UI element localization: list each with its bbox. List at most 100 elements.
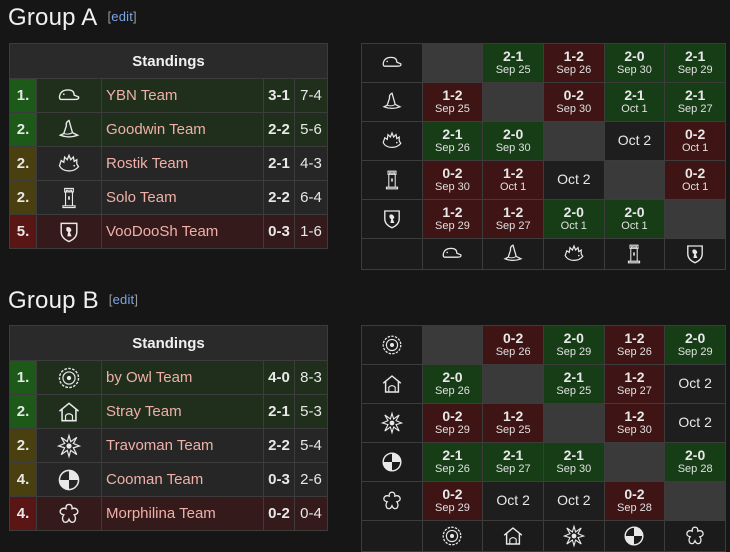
match-result-cell[interactable]: 1-2 Sep 27 bbox=[603, 364, 666, 404]
match-score: 2-0 bbox=[624, 204, 645, 220]
edit-link[interactable]: edit bbox=[111, 9, 134, 24]
match-date: Sep 26 bbox=[435, 463, 470, 475]
match-result-cell[interactable]: 1-2 Sep 26 bbox=[542, 43, 605, 83]
splat-icon bbox=[380, 411, 404, 435]
match-result-cell[interactable]: 0-2 Oct 1 bbox=[664, 160, 726, 200]
edit-link[interactable]: edit bbox=[112, 292, 135, 307]
match-result-cell[interactable]: 2-1 Sep 26 bbox=[421, 121, 484, 161]
match-result-cell[interactable]: 1-2 Sep 30 bbox=[603, 403, 666, 443]
match-score: 0-2 bbox=[442, 486, 463, 502]
team-map-score: 5-3 bbox=[294, 394, 328, 429]
crosstable-col-logo bbox=[482, 520, 544, 552]
match-result-cell[interactable]: 0-2 Sep 28 bbox=[603, 481, 666, 521]
match-date: Sep 29 bbox=[677, 64, 713, 76]
match-date: Sep 28 bbox=[617, 502, 652, 514]
standings-row: 1. YBN Team 3-1 7-4 bbox=[9, 78, 328, 113]
match-date: Sep 30 bbox=[617, 424, 652, 436]
match-result-cell[interactable]: 2-1 Sep 26 bbox=[421, 442, 484, 482]
match-result-cell[interactable]: 1-2 Oct 1 bbox=[482, 160, 544, 200]
team-map-score: 7-4 bbox=[294, 78, 328, 113]
match-result-cell[interactable]: 2-1 Oct 1 bbox=[603, 82, 666, 122]
match-score: 1-2 bbox=[624, 408, 645, 424]
crosstable-col-logo bbox=[542, 238, 605, 270]
match-result-cell[interactable]: 2-1 Sep 25 bbox=[482, 43, 544, 83]
gear-badge-icon bbox=[58, 367, 80, 388]
crosstable-corner bbox=[361, 238, 423, 270]
match-result-cell[interactable]: 2-0 Sep 29 bbox=[664, 325, 726, 365]
match-date: Oct 2 bbox=[678, 414, 712, 430]
team-name[interactable]: Solo Team bbox=[101, 180, 264, 215]
match-date: Sep 26 bbox=[617, 346, 652, 358]
match-score: 2-0 bbox=[442, 369, 463, 385]
match-date: Sep 25 bbox=[556, 385, 592, 397]
team-rank: 2. bbox=[9, 146, 37, 181]
team-name[interactable]: Stray Team bbox=[101, 394, 264, 429]
team-map-score: 5-6 bbox=[294, 112, 328, 147]
match-date: Sep 26 bbox=[435, 142, 470, 154]
match-result-cell[interactable]: 0-2 Sep 26 bbox=[482, 325, 544, 365]
match-result-cell[interactable]: 2-1 Sep 30 bbox=[542, 442, 605, 482]
team-name[interactable]: by Owl Team bbox=[101, 360, 264, 395]
match-result-cell[interactable]: 0-2 Oct 1 bbox=[664, 121, 726, 161]
scheduled-match-cell[interactable]: Oct 2 bbox=[542, 160, 605, 200]
team-record: 2-1 bbox=[263, 394, 295, 429]
team-record: 2-1 bbox=[263, 146, 295, 181]
splat-icon bbox=[56, 432, 82, 459]
team-name[interactable]: Cooman Team bbox=[101, 462, 264, 497]
match-result-cell[interactable]: 2-0 Sep 30 bbox=[603, 43, 666, 83]
match-result-cell[interactable]: 0-2 Sep 29 bbox=[421, 403, 484, 443]
match-date: Sep 29 bbox=[556, 346, 592, 358]
match-result-cell[interactable]: 1-2 Sep 25 bbox=[482, 403, 544, 443]
match-result-cell[interactable]: 1-2 Sep 26 bbox=[603, 325, 666, 365]
scheduled-match-cell[interactable]: Oct 2 bbox=[664, 364, 726, 404]
team-logo bbox=[36, 496, 102, 531]
match-date: Sep 26 bbox=[556, 64, 592, 76]
match-result-cell[interactable]: 0-2 Sep 29 bbox=[421, 481, 484, 521]
team-name[interactable]: Morphilina Team bbox=[101, 496, 264, 531]
match-date: Oct 2 bbox=[496, 492, 530, 508]
team-name[interactable]: Travoman Team bbox=[101, 428, 264, 463]
match-result-cell[interactable]: 2-1 Sep 25 bbox=[542, 364, 605, 404]
match-result-cell[interactable]: 2-0 Oct 1 bbox=[542, 199, 605, 239]
match-score: 0-2 bbox=[442, 408, 463, 424]
match-score: 0-2 bbox=[685, 126, 706, 142]
crosstable-row-logo bbox=[361, 160, 423, 200]
scheduled-match-cell[interactable]: Oct 2 bbox=[482, 481, 544, 521]
match-result-cell[interactable]: 2-1 Sep 27 bbox=[664, 82, 726, 122]
team-name[interactable]: VooDooSh Team bbox=[101, 214, 264, 249]
splat-icon bbox=[562, 524, 586, 548]
match-date: Sep 30 bbox=[617, 64, 652, 76]
scheduled-match-cell[interactable]: Oct 2 bbox=[664, 403, 726, 443]
scheduled-match-cell[interactable]: Oct 2 bbox=[603, 121, 666, 161]
match-result-cell[interactable]: 0-2 Sep 30 bbox=[542, 82, 605, 122]
match-result-cell[interactable]: 2-1 Sep 27 bbox=[482, 442, 544, 482]
gear-badge-icon bbox=[443, 526, 462, 546]
team-rank: 2. bbox=[9, 394, 37, 429]
match-result-cell[interactable]: 0-2 Sep 30 bbox=[421, 160, 484, 200]
match-date: Sep 27 bbox=[617, 385, 652, 397]
match-result-cell[interactable]: 2-0 Sep 28 bbox=[664, 442, 726, 482]
match-result-cell[interactable]: 2-0 Sep 30 bbox=[482, 121, 544, 161]
team-name[interactable]: Goodwin Team bbox=[101, 112, 264, 147]
match-result-cell[interactable]: 2-0 Sep 29 bbox=[542, 325, 605, 365]
match-result-cell[interactable]: 2-0 Sep 26 bbox=[421, 364, 484, 404]
match-result-cell[interactable]: 1-2 Sep 25 bbox=[421, 82, 484, 122]
match-date: Oct 1 bbox=[681, 181, 709, 193]
match-date: Sep 30 bbox=[495, 142, 531, 154]
team-rank: 2. bbox=[9, 112, 37, 147]
team-logo bbox=[36, 462, 102, 497]
scheduled-match-cell[interactable]: Oct 2 bbox=[542, 481, 605, 521]
team-name[interactable]: Rostik Team bbox=[101, 146, 264, 181]
tower-icon bbox=[62, 187, 76, 208]
match-result-cell[interactable]: 1-2 Sep 29 bbox=[421, 199, 484, 239]
match-result-cell[interactable]: 2-1 Sep 29 bbox=[664, 43, 726, 83]
tower-icon bbox=[385, 170, 398, 190]
team-name[interactable]: YBN Team bbox=[101, 78, 264, 113]
match-result-cell[interactable]: 1-2 Sep 27 bbox=[482, 199, 544, 239]
crosstable-col-logo bbox=[421, 520, 484, 552]
match-result-cell[interactable]: 2-0 Oct 1 bbox=[603, 199, 666, 239]
crosstable-row: 0-2 Sep 26 2-0 Sep 29 1-2 Sep 26 2-0 Sep 29 bbox=[361, 325, 726, 365]
team-rank: 5. bbox=[9, 214, 37, 249]
match-score: 2-0 bbox=[563, 204, 584, 220]
crosstable-col-logo bbox=[664, 520, 726, 552]
